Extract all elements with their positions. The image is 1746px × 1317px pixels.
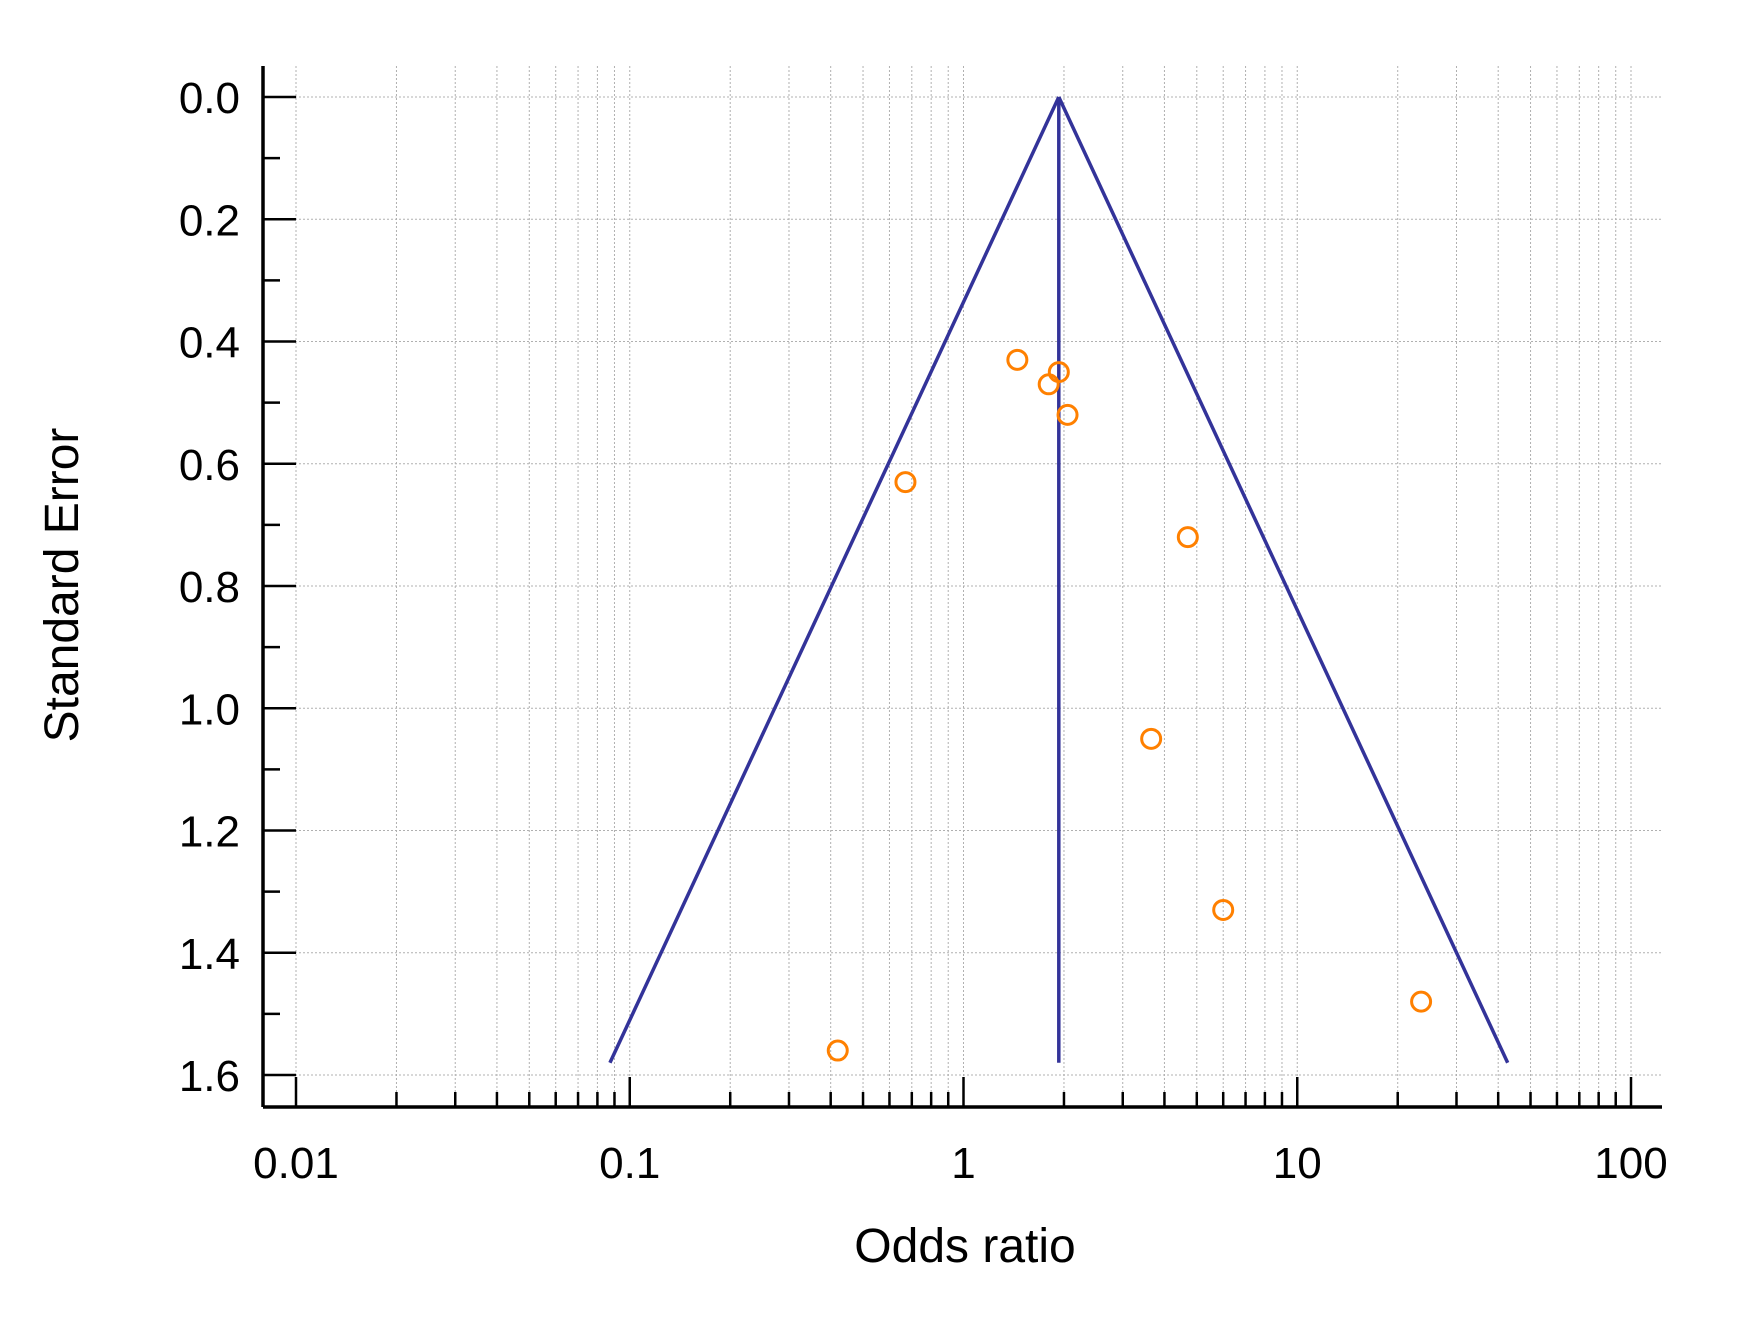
y-tick-label: 0.8 bbox=[179, 563, 240, 612]
data-point bbox=[1006, 348, 1029, 371]
data-point bbox=[1140, 727, 1163, 750]
funnel-left-line bbox=[608, 96, 1061, 1064]
funnel-right-line bbox=[1057, 96, 1510, 1064]
y-axis-title: Standard Error bbox=[36, 428, 89, 743]
x-axis-title: Odds ratio bbox=[854, 1220, 1075, 1273]
y-tick-label: 0.2 bbox=[179, 196, 240, 245]
y-tick-label: 1.6 bbox=[179, 1052, 240, 1101]
x-tick-label: 1 bbox=[951, 1139, 975, 1188]
y-tick-label: 0.6 bbox=[179, 441, 240, 490]
y-tick-label: 1.4 bbox=[179, 930, 240, 979]
x-tick-label: 0.01 bbox=[253, 1139, 339, 1188]
funnel bbox=[608, 96, 1510, 1064]
y-tick-label: 0.4 bbox=[179, 319, 240, 368]
x-tick-label: 100 bbox=[1594, 1139, 1667, 1188]
data-point bbox=[894, 471, 917, 494]
data-point bbox=[1212, 898, 1235, 921]
grid-lines bbox=[263, 66, 1662, 1105]
tick-labels: 0.0 0.2 0.4 0.6 0.8 1.0 1.2 1.4 1.6 0.01 0.1 1 10 100 bbox=[179, 74, 1668, 1188]
data-point bbox=[1410, 990, 1433, 1013]
data-point bbox=[1037, 373, 1060, 396]
x-tick-label: 0.1 bbox=[599, 1139, 660, 1188]
y-tick-label: 1.0 bbox=[179, 685, 240, 734]
data-points bbox=[826, 348, 1433, 1062]
x-tick-label: 10 bbox=[1273, 1139, 1322, 1188]
data-point bbox=[826, 1039, 849, 1062]
axes bbox=[261, 66, 1662, 1109]
data-point bbox=[1056, 403, 1079, 426]
data-point bbox=[1176, 526, 1199, 549]
y-tick-label: 0.0 bbox=[179, 74, 240, 123]
y-tick-label: 1.2 bbox=[179, 808, 240, 857]
